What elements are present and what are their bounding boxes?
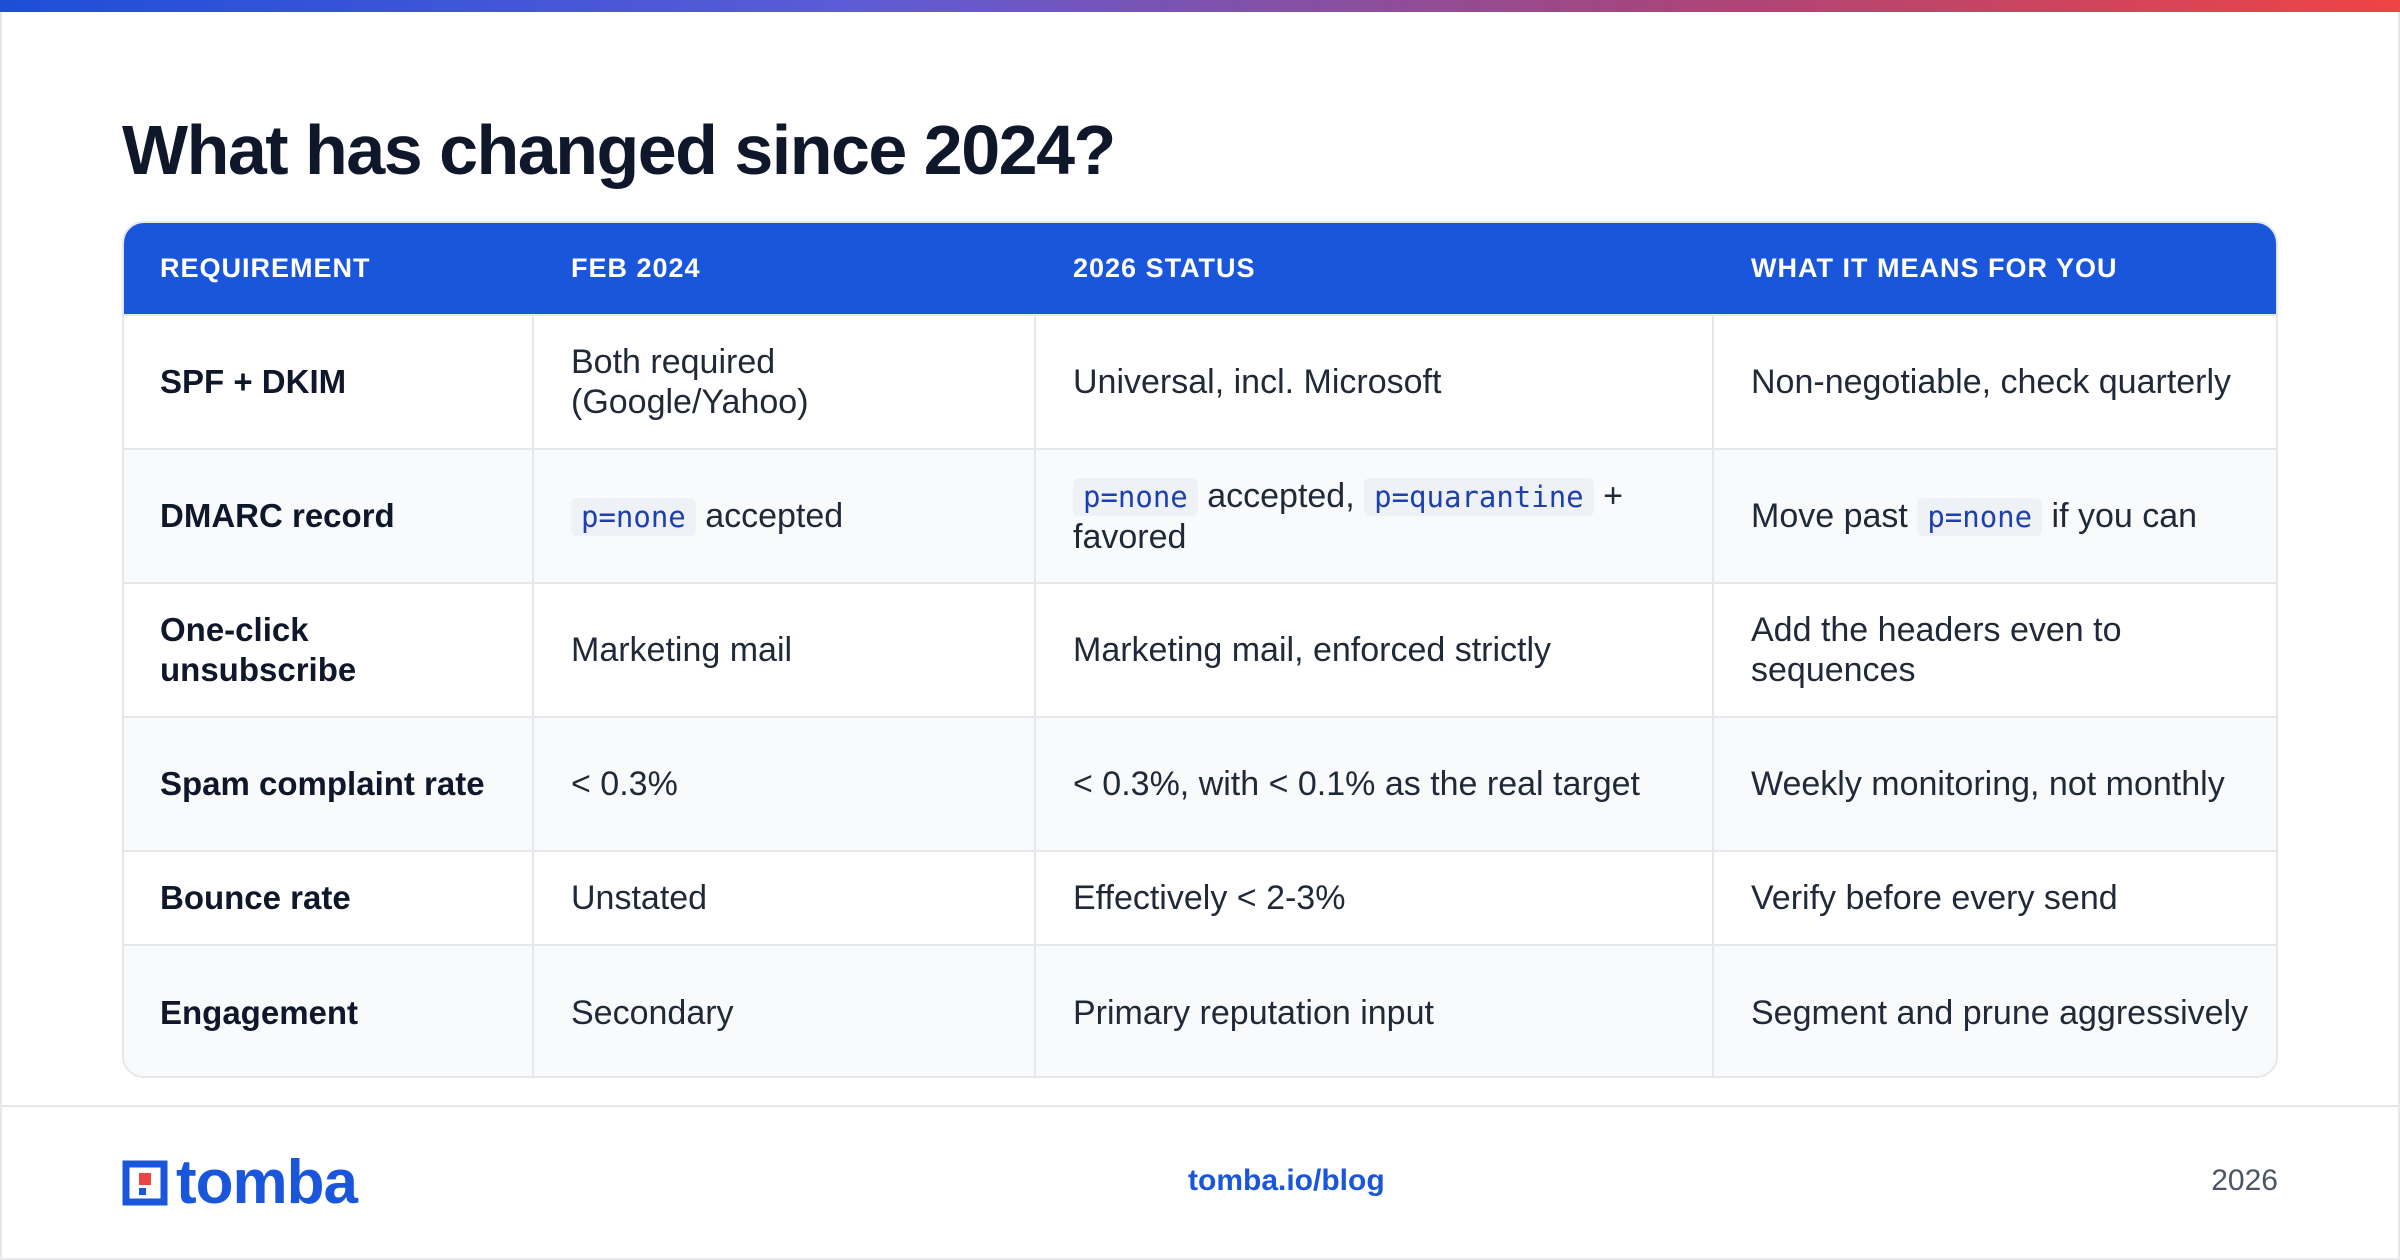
header-2026-status: 2026 STATUS — [1073, 253, 1256, 283]
requirement-cell: SPF + DKIM — [124, 316, 534, 448]
requirement-cell: Engagement — [124, 946, 534, 1076]
feb-2024-text: Unstated — [571, 879, 708, 917]
feb-2024-text: < 0.3% — [571, 765, 678, 803]
feb-2024-cell: Unstated — [534, 852, 1036, 944]
feb-2024-cell: < 0.3% — [534, 718, 1036, 850]
feb-2024-text: Secondary — [571, 994, 734, 1032]
text-fragment: + favored — [1073, 476, 1623, 556]
feb-2024-cell: p=none accepted — [534, 450, 1036, 582]
code-snippet: p=none — [1073, 477, 1198, 516]
code-snippet: p=none — [1917, 497, 2043, 536]
requirement-text: Engagement — [160, 994, 359, 1031]
means-cell: Add the headers even to sequences — [1714, 584, 2276, 716]
requirement-cell: Spam complaint rate — [124, 718, 534, 850]
feb-2024-text: Marketing mail — [571, 631, 793, 669]
comparison-table: REQUIREMENT FEB 2024 2026 STATUS WHAT IT… — [122, 221, 2278, 1078]
requirement-text: One-click unsubscribe — [160, 611, 357, 688]
feb-2024-text: p=none accepted — [571, 496, 843, 537]
means-text: Move past p=none if you can — [1751, 496, 2197, 537]
means-text: Non-negotiable, check quarterly — [1751, 363, 2232, 401]
text-fragment: accepted, — [1207, 476, 1355, 515]
table-row: Spam complaint rate < 0.3% < 0.3%, with … — [124, 716, 2276, 850]
code-snippet: p=none — [571, 497, 696, 536]
requirement-cell: Bounce rate — [124, 852, 534, 944]
requirement-text: Spam complaint rate — [160, 765, 485, 802]
header-what-it-means: WHAT IT MEANS FOR YOU — [1751, 253, 2118, 283]
means-text: Verify before every send — [1751, 879, 2118, 917]
means-text: Weekly monitoring, not monthly — [1751, 765, 2225, 803]
means-text: Segment and prune aggressively — [1751, 994, 2249, 1032]
requirement-cell: One-click unsubscribe — [124, 584, 534, 716]
status-2026-text: Primary reputation input — [1073, 994, 1434, 1032]
table-row: One-click unsubscribe Marketing mail Mar… — [124, 582, 2276, 716]
feb-2024-cell: Marketing mail — [534, 584, 1036, 716]
means-text: Add the headers even to sequences — [1751, 611, 2122, 689]
text-fragment: accepted — [705, 496, 844, 535]
top-gradient-bar — [0, 0, 2400, 12]
status-2026-cell: Marketing mail, enforced strictly — [1036, 584, 1714, 716]
footer-year: 2026 — [2211, 1164, 2278, 1197]
status-2026-text: Universal, incl. Microsoft — [1073, 363, 1442, 401]
footer-divider — [0, 1105, 2400, 1107]
header-requirement: REQUIREMENT — [160, 253, 371, 283]
text-fragment: if you can — [2051, 496, 2198, 535]
table-row: SPF + DKIM Both required (Google/Yahoo) … — [124, 314, 2276, 448]
page-title: What has changed since 2024? — [122, 111, 1116, 189]
requirement-text: SPF + DKIM — [160, 363, 347, 400]
status-2026-cell: p=none accepted, p=quarantine + favored — [1036, 450, 1714, 582]
requirement-text: DMARC record — [160, 497, 395, 534]
status-2026-cell: Universal, incl. Microsoft — [1036, 316, 1714, 448]
feb-2024-cell: Both required (Google/Yahoo) — [534, 316, 1036, 448]
status-2026-text: p=none accepted, p=quarantine + favored — [1073, 476, 1688, 557]
means-cell: Move past p=none if you can — [1714, 450, 2276, 582]
status-2026-cell: Primary reputation input — [1036, 946, 1714, 1076]
header-feb-2024: FEB 2024 — [571, 253, 701, 283]
blog-link[interactable]: tomba.io/blog — [1188, 1164, 1385, 1197]
status-2026-text: Marketing mail, enforced strictly — [1073, 631, 1552, 669]
means-cell: Verify before every send — [1714, 852, 2276, 944]
means-cell: Segment and prune aggressively — [1714, 946, 2276, 1076]
requirement-cell: DMARC record — [124, 450, 534, 582]
means-cell: Weekly monitoring, not monthly — [1714, 718, 2276, 850]
status-2026-text: Effectively < 2-3% — [1073, 879, 1346, 917]
means-cell: Non-negotiable, check quarterly — [1714, 316, 2276, 448]
table-row: Engagement Secondary Primary reputation … — [124, 944, 2276, 1076]
status-2026-text: < 0.3%, with < 0.1% as the real target — [1073, 765, 1640, 803]
tomba-logo-icon — [122, 1160, 168, 1206]
feb-2024-text: Both required (Google/Yahoo) — [571, 343, 809, 421]
table-header: REQUIREMENT FEB 2024 2026 STATUS WHAT IT… — [124, 223, 2276, 314]
table-row: DMARC record p=none accepted p=none acce… — [124, 448, 2276, 582]
status-2026-cell: Effectively < 2-3% — [1036, 852, 1714, 944]
tomba-logo[interactable]: tomba — [122, 1148, 358, 1217]
status-2026-cell: < 0.3%, with < 0.1% as the real target — [1036, 718, 1714, 850]
table-row: Bounce rate Unstated Effectively < 2-3% … — [124, 850, 2276, 944]
logo-wordmark: tomba — [176, 1148, 358, 1217]
code-snippet: p=quarantine — [1364, 477, 1594, 516]
text-fragment: Move past — [1751, 496, 1908, 535]
feb-2024-cell: Secondary — [534, 946, 1036, 1076]
requirement-text: Bounce rate — [160, 879, 351, 916]
